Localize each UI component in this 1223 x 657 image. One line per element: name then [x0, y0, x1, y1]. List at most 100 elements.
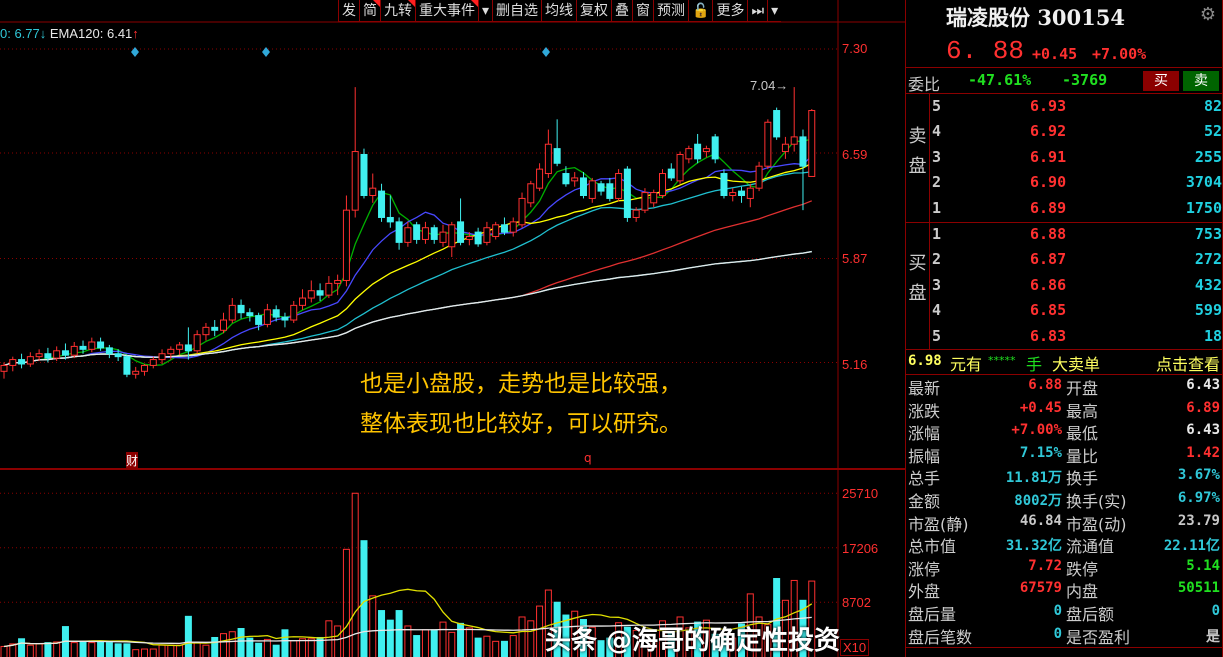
candle-body — [299, 297, 307, 306]
level: 4 — [932, 301, 942, 320]
volume-bar — [632, 629, 640, 657]
volume-bar — [518, 616, 526, 657]
stat-label: 涨跌 — [908, 401, 941, 421]
toolbar-button[interactable]: ⏭ — [747, 0, 767, 22]
candle-body — [211, 326, 219, 331]
toolbar-button[interactable]: 九转 — [380, 0, 415, 22]
volume-bar — [114, 643, 122, 657]
volume-bar — [44, 642, 52, 657]
stock-title: 瑞凌股份 300154 — [946, 2, 1125, 32]
volume-bar — [615, 622, 623, 657]
volume-bar — [781, 599, 789, 657]
up-arrow-icon: ↑ — [132, 26, 139, 41]
volume-unit-label[interactable]: X10 — [840, 639, 870, 656]
candle-body — [720, 173, 728, 196]
order-price: 6.88 — [1030, 225, 1067, 243]
bid-row[interactable]: 5 6.83 18 — [932, 327, 1222, 352]
annotation-line-1: 也是小盘股，走势也是比较强， — [360, 371, 682, 397]
bid-row[interactable]: 1 6.88 753 — [932, 225, 1222, 250]
candle-body — [597, 183, 605, 192]
ask-row[interactable]: 1 6.89 1750 — [932, 199, 1222, 224]
candle-body — [18, 359, 26, 365]
stat-label: 换手 — [1066, 469, 1099, 489]
volume-bar — [536, 605, 544, 657]
volume-bar — [729, 637, 737, 657]
candle-body — [35, 353, 43, 358]
candle-body — [132, 370, 140, 375]
candle-body — [263, 309, 271, 325]
toolbar-button[interactable]: 窗 — [632, 0, 653, 22]
toolbar-button[interactable]: 简 — [359, 0, 380, 22]
candle-body — [729, 192, 737, 197]
volume-bar — [553, 601, 561, 657]
volume-bar — [158, 644, 166, 657]
candle-body — [694, 143, 702, 160]
volume-bar — [360, 540, 368, 657]
toolbar-button[interactable]: ▾ — [478, 0, 492, 22]
volume-bar — [404, 625, 412, 657]
level: 1 — [932, 225, 942, 243]
toolbar-button[interactable]: 🔓 — [688, 0, 712, 22]
kline-chart[interactable] — [0, 0, 905, 657]
stat-label: 最低 — [1066, 424, 1099, 444]
candle-body — [755, 165, 763, 189]
toolbar-button[interactable]: 更多 — [712, 0, 747, 22]
ask-row[interactable]: 5 6.93 82 — [932, 97, 1222, 122]
view-link[interactable]: 点击查看 — [1155, 355, 1220, 374]
bid-row[interactable]: 4 6.85 599 — [932, 301, 1222, 326]
volume-bar — [421, 629, 429, 657]
volume-bar — [439, 621, 447, 657]
toolbar-button[interactable]: 删自选 — [492, 0, 541, 22]
volume-bar — [659, 620, 666, 657]
gear-icon[interactable]: ⚙ — [1199, 4, 1216, 25]
toolbar-button[interactable]: ▾ — [767, 0, 781, 22]
volume-bar — [571, 610, 579, 657]
toolbar-button[interactable]: 均线 — [541, 0, 576, 22]
order-price: 6.92 — [1030, 122, 1067, 141]
candle-body — [325, 282, 333, 296]
volume-bar — [685, 627, 693, 657]
candle-body — [44, 353, 52, 359]
ask-row[interactable]: 4 6.92 52 — [932, 122, 1222, 147]
toolbar-button[interactable]: 重大事件 — [415, 0, 478, 22]
finance-event-marker[interactable]: 财 — [126, 452, 139, 469]
volume-bar — [676, 616, 684, 657]
stat-value: +0.45 — [1019, 399, 1062, 416]
toolbar-button[interactable]: 发 — [338, 0, 359, 22]
candle-body — [97, 341, 105, 349]
volume-bar — [808, 580, 816, 657]
candle-body — [114, 353, 122, 358]
candle-body — [457, 221, 465, 243]
candle-body — [465, 236, 473, 240]
toolbar-button[interactable]: 叠 — [611, 0, 632, 22]
ask-row[interactable]: 2 6.90 3704 — [932, 173, 1222, 198]
sell-button[interactable]: 卖 — [1183, 71, 1219, 91]
order-qty: 18 — [1203, 326, 1222, 345]
candle-body — [738, 190, 746, 196]
stat-value: 22.11亿 — [1163, 538, 1220, 555]
bid-row[interactable]: 2 6.87 272 — [932, 250, 1222, 275]
ma-legend: 0: 6.77↓ EMA120: 6.41↑ — [0, 26, 139, 41]
toolbar-button[interactable]: 复权 — [576, 0, 611, 22]
q-event-marker[interactable]: q — [584, 451, 592, 465]
stat-value: 5.14 — [1186, 557, 1220, 574]
toolbar-button[interactable]: 预测 — [653, 0, 688, 22]
candle-body — [448, 224, 456, 248]
candle-body — [237, 304, 245, 314]
down-arrow-icon: ↓ — [39, 26, 47, 41]
candle-body — [386, 216, 394, 223]
volume-bar — [386, 619, 394, 657]
stat-row: 盘后量 0 盘后额 0 — [906, 601, 1222, 624]
big-order-row[interactable]: 6.98 元有 ***** 手 大卖单 点击查看 — [906, 351, 1222, 374]
volume-bar — [26, 644, 34, 657]
candle-body — [623, 168, 631, 218]
volume-bar — [667, 632, 675, 657]
ask-row[interactable]: 3 6.91 255 — [932, 148, 1222, 173]
buy-button[interactable]: 买 — [1143, 71, 1179, 91]
stat-value: 31.32亿 — [1005, 538, 1062, 555]
candle-body — [123, 356, 131, 375]
stock-name: 瑞凌股份 — [946, 5, 1030, 30]
big-order-hand: 手 — [1026, 355, 1043, 374]
price-tick: 7.30 — [842, 41, 868, 56]
bid-row[interactable]: 3 6.86 432 — [932, 276, 1222, 301]
